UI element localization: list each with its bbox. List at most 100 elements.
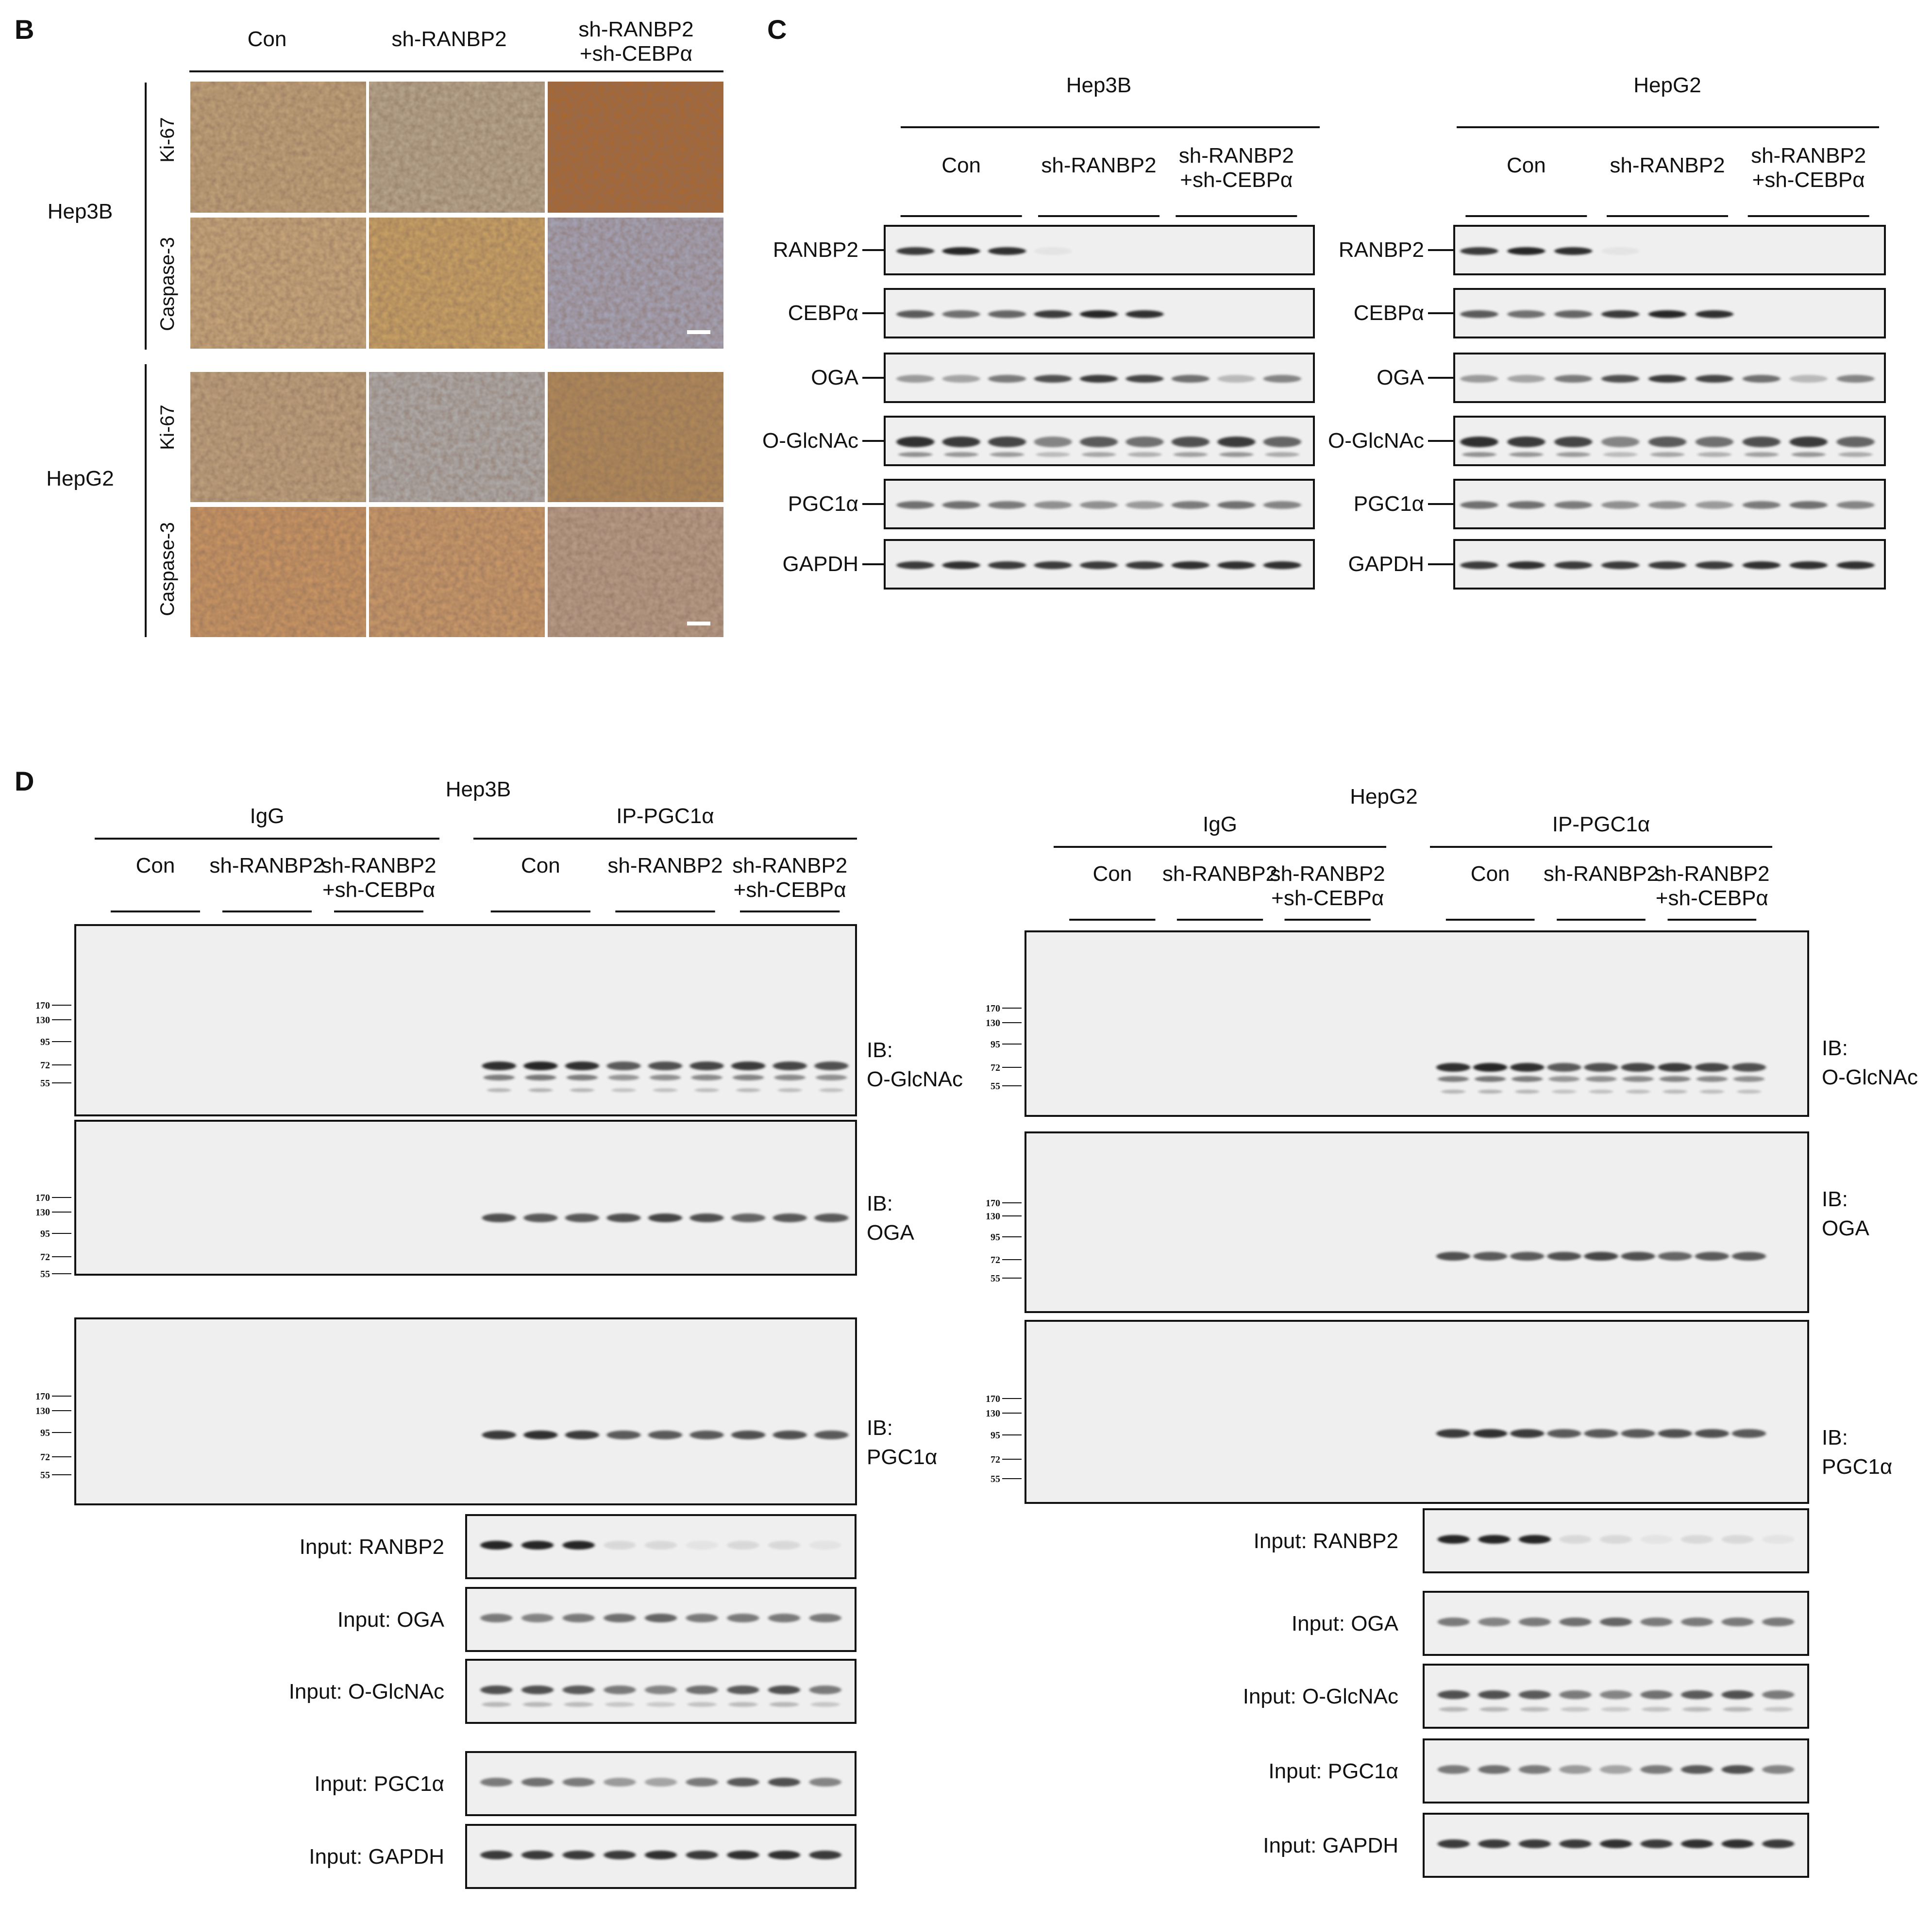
protein-band <box>942 375 980 383</box>
protein-band <box>1762 1690 1795 1699</box>
protein-band <box>1601 375 1640 383</box>
protein-band <box>1681 1839 1714 1848</box>
protein-band <box>1695 437 1733 447</box>
protein-band <box>1659 1076 1691 1082</box>
group-label-combo-line2: +sh-CEBPα <box>1752 168 1865 192</box>
protein-band <box>942 501 980 509</box>
protein-band <box>1559 1690 1592 1699</box>
protein-band <box>1518 1535 1551 1544</box>
protein-band <box>689 1214 724 1222</box>
protein-band <box>1460 561 1498 569</box>
protein-band <box>1475 1076 1506 1082</box>
blot-row-label: O-GlcNAc <box>762 429 858 453</box>
ihc-image <box>190 507 366 637</box>
protein-band <box>1034 501 1072 509</box>
input-label: Input: RANBP2 <box>1254 1529 1398 1553</box>
protein-band <box>1507 375 1546 383</box>
protein-band <box>1658 1063 1692 1072</box>
group-label-combo-line1: sh-RANBP2 <box>1270 862 1385 886</box>
protein-band <box>1034 247 1072 255</box>
protein-band <box>1640 1618 1673 1626</box>
protein-band <box>1836 375 1875 383</box>
mw-marker: 130 <box>986 1408 1000 1419</box>
ip-label: IP-PGC1α <box>616 804 714 828</box>
protein-band <box>1478 1690 1511 1699</box>
protein-band <box>1460 437 1498 447</box>
protein-band <box>1080 501 1118 509</box>
protein-band <box>988 247 1026 255</box>
panel-b-col-combo-2: +sh-CEBPα <box>580 42 692 66</box>
protein-band <box>606 1214 641 1222</box>
protein-band <box>1507 437 1546 447</box>
blot-row-label: OGA <box>1377 366 1424 389</box>
protein-band <box>566 1075 598 1080</box>
protein-band <box>1173 452 1208 457</box>
protein-band <box>814 1431 849 1439</box>
protein-band <box>1789 561 1828 569</box>
protein-band <box>736 1088 761 1092</box>
protein-band <box>1762 1618 1795 1626</box>
ihc-image <box>190 372 366 502</box>
protein-band <box>1836 437 1875 447</box>
protein-band <box>645 1851 677 1859</box>
stain-label-casp3-1: Caspase-3 <box>157 237 178 331</box>
protein-band <box>1080 310 1118 318</box>
group-label-combo-line2: +sh-CEBPα <box>734 878 846 902</box>
protein-band <box>727 1686 759 1694</box>
protein-band <box>1721 1690 1754 1699</box>
protein-band <box>727 1541 759 1550</box>
mw-marker: 72 <box>991 1062 1000 1073</box>
protein-band <box>1082 452 1116 457</box>
panel-b-label: B <box>15 14 34 45</box>
protein-band <box>1436 1063 1471 1072</box>
protein-band <box>896 561 935 569</box>
protein-band <box>1699 1090 1724 1094</box>
protein-band <box>1554 375 1593 383</box>
group-label-combo-line1: sh-RANBP2 <box>1654 862 1769 886</box>
protein-band <box>731 1431 766 1439</box>
protein-band <box>564 1702 593 1707</box>
protein-band <box>523 1702 552 1707</box>
protein-band <box>1547 1063 1581 1072</box>
protein-band <box>1731 1063 1766 1072</box>
protein-band <box>1217 375 1256 383</box>
protein-band <box>1621 1252 1655 1261</box>
protein-band <box>1600 1839 1632 1848</box>
mw-marker: 130 <box>986 1211 1000 1222</box>
protein-band <box>1478 1090 1503 1094</box>
protein-band <box>1762 1535 1795 1544</box>
blot-row-label: CEBPα <box>788 301 858 325</box>
protein-band <box>1681 1535 1714 1544</box>
protein-band <box>604 1851 636 1859</box>
group-label-combo-line1: sh-RANBP2 <box>321 854 436 877</box>
protein-band <box>731 1062 766 1070</box>
input-label: Input: O-GlcNAc <box>1243 1685 1398 1708</box>
ib-prefix: IB: <box>867 1192 893 1215</box>
protein-band <box>814 1214 849 1222</box>
igg-label: IgG <box>250 804 285 828</box>
protein-band <box>1554 561 1593 569</box>
protein-band <box>727 1614 759 1622</box>
protein-band <box>523 1431 558 1439</box>
protein-band <box>562 1686 595 1694</box>
protein-band <box>809 1614 841 1622</box>
protein-band <box>1742 437 1781 447</box>
protein-band <box>942 310 980 318</box>
group-label-combo-line2: +sh-CEBPα <box>322 878 435 902</box>
protein-band <box>521 1851 554 1859</box>
protein-band <box>1547 1429 1581 1438</box>
protein-band <box>606 1062 641 1070</box>
protein-band <box>1742 561 1781 569</box>
protein-band <box>1650 452 1684 457</box>
input-label: Input: GAPDH <box>309 1845 444 1869</box>
protein-band <box>1695 1252 1729 1261</box>
protein-band <box>1762 1839 1795 1848</box>
protein-band <box>1265 452 1299 457</box>
input-label: Input: PGC1α <box>314 1772 444 1796</box>
protein-band <box>770 1702 799 1707</box>
ib-prefix: IB: <box>1822 1187 1848 1211</box>
protein-band <box>1559 1618 1592 1626</box>
protein-band <box>774 1075 806 1080</box>
protein-band <box>1441 1090 1466 1094</box>
